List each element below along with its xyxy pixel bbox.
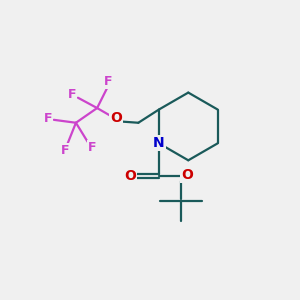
Text: O: O [124, 169, 136, 183]
Text: F: F [61, 144, 70, 157]
Text: F: F [104, 75, 112, 88]
Text: O: O [110, 111, 122, 125]
Text: F: F [68, 88, 76, 101]
Text: N: N [153, 136, 165, 150]
Text: F: F [88, 141, 96, 154]
Text: O: O [181, 168, 193, 182]
Text: F: F [44, 112, 52, 125]
